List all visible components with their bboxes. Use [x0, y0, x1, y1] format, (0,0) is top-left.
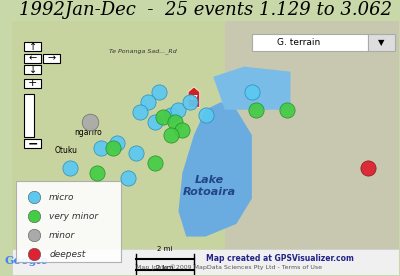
- Text: 47: 47: [189, 95, 199, 101]
- FancyBboxPatch shape: [24, 42, 41, 51]
- FancyBboxPatch shape: [24, 54, 41, 63]
- FancyBboxPatch shape: [24, 65, 41, 74]
- Text: ↓: ↓: [29, 65, 37, 75]
- Text: Lake
Rotoaira: Lake Rotoaira: [183, 175, 236, 197]
- Text: very minor: very minor: [49, 212, 98, 221]
- Point: [30, 233, 37, 238]
- Point: [168, 113, 174, 117]
- Point: [179, 128, 186, 132]
- Point: [172, 120, 178, 125]
- Text: minor: minor: [49, 231, 75, 240]
- Point: [152, 120, 158, 125]
- Title: 1992Jan-Dec  -  25 events 1.129 to 3.062: 1992Jan-Dec - 25 events 1.129 to 3.062: [19, 1, 392, 19]
- Point: [133, 151, 139, 155]
- Polygon shape: [225, 21, 399, 275]
- Text: +: +: [28, 78, 37, 88]
- Point: [160, 115, 166, 120]
- Point: [202, 113, 209, 117]
- Text: Map |data ©2009 MapData Sciences Pty Ltd - Terms of Use: Map |data ©2009 MapData Sciences Pty Ltd…: [136, 265, 322, 271]
- Text: ▼: ▼: [378, 38, 384, 47]
- FancyBboxPatch shape: [12, 249, 399, 275]
- Text: −: −: [28, 137, 38, 150]
- Text: Google: Google: [4, 255, 48, 266]
- Text: G. terrain: G. terrain: [276, 38, 320, 47]
- Point: [86, 120, 93, 125]
- Point: [144, 100, 151, 104]
- Point: [30, 252, 37, 256]
- Point: [114, 140, 120, 145]
- Point: [175, 108, 182, 112]
- Polygon shape: [213, 67, 290, 110]
- Point: [98, 145, 104, 150]
- Point: [110, 145, 116, 150]
- Text: deepest: deepest: [49, 250, 85, 259]
- FancyBboxPatch shape: [24, 139, 41, 148]
- Polygon shape: [12, 21, 225, 275]
- Polygon shape: [188, 87, 200, 107]
- Point: [284, 108, 290, 112]
- Point: [364, 166, 371, 170]
- Point: [152, 161, 158, 165]
- Point: [187, 100, 193, 104]
- Point: [168, 133, 174, 137]
- Text: 2 mi: 2 mi: [157, 246, 173, 252]
- Polygon shape: [178, 102, 252, 237]
- FancyBboxPatch shape: [368, 34, 395, 51]
- Text: Otuku: Otuku: [55, 146, 78, 155]
- Text: →: →: [48, 53, 56, 63]
- Point: [94, 171, 100, 175]
- Text: Te Ponanga Sad..._Rd: Te Ponanga Sad..._Rd: [109, 49, 177, 54]
- FancyBboxPatch shape: [16, 181, 120, 262]
- Point: [137, 110, 143, 115]
- FancyBboxPatch shape: [252, 34, 368, 51]
- FancyBboxPatch shape: [24, 79, 41, 88]
- Point: [67, 166, 74, 170]
- FancyBboxPatch shape: [43, 54, 60, 63]
- Point: [125, 176, 132, 181]
- Point: [156, 90, 162, 94]
- Text: ngariro: ngariro: [74, 128, 102, 137]
- Text: ↑: ↑: [29, 42, 37, 52]
- Text: micro: micro: [49, 193, 75, 202]
- Text: Map created at GPSVisualizer.com: Map created at GPSVisualizer.com: [206, 254, 353, 263]
- FancyBboxPatch shape: [24, 94, 34, 137]
- Point: [30, 214, 37, 219]
- Text: 2 km: 2 km: [156, 265, 174, 271]
- Point: [249, 90, 255, 94]
- Point: [252, 108, 259, 112]
- Point: [30, 195, 37, 200]
- Text: ←: ←: [29, 53, 37, 63]
